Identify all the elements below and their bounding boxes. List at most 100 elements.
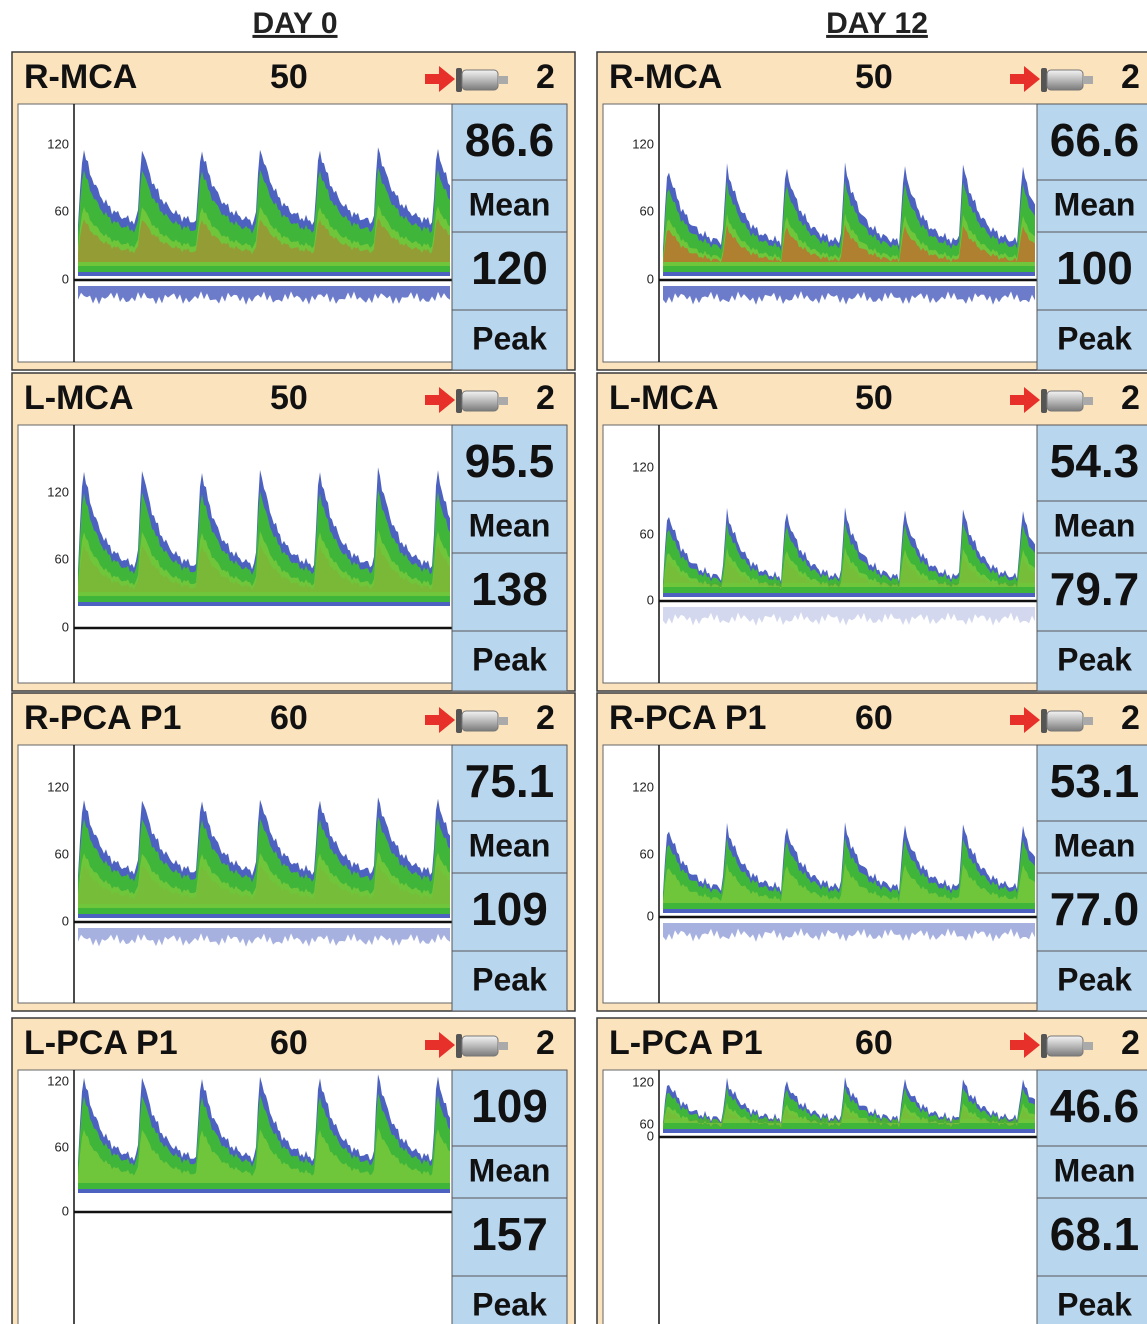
vessel-name: L-PCA P1 bbox=[24, 1024, 178, 1062]
vessel-name: L-MCA bbox=[609, 379, 719, 417]
page: TCD panels {"columns": [ {"title": "DAY … bbox=[0, 0, 1147, 1324]
y-tick-label: 120 bbox=[47, 136, 69, 151]
syringe-ring bbox=[1041, 1034, 1047, 1058]
mean-label: Mean bbox=[1054, 186, 1136, 222]
depth: 50 bbox=[855, 379, 893, 417]
depth: 50 bbox=[855, 58, 893, 96]
mean-label: Mean bbox=[469, 1152, 551, 1188]
y-tick-label: 0 bbox=[62, 271, 69, 286]
screen: DAY 0R-MCA50212060086.6Mean120PeakL-MCA5… bbox=[0, 0, 1147, 1324]
syringe-body bbox=[462, 1036, 498, 1056]
content: DAY 0R-MCA50212060086.6Mean120PeakL-MCA5… bbox=[12, 7, 1147, 1324]
mean-value: 66.6 bbox=[1050, 114, 1140, 166]
vessel-name: L-MCA bbox=[24, 379, 134, 417]
vessel-name: R-PCA P1 bbox=[609, 699, 766, 737]
y-tick-label: 60 bbox=[55, 203, 69, 218]
syringe-tip bbox=[498, 76, 508, 84]
mean-value: 46.6 bbox=[1050, 1080, 1140, 1132]
peak-label: Peak bbox=[472, 1286, 547, 1322]
vessel-name: R-MCA bbox=[24, 58, 137, 96]
syringe-ring bbox=[456, 68, 462, 92]
peak-label: Peak bbox=[472, 320, 547, 356]
y-tick-label: 60 bbox=[55, 846, 69, 861]
syringe-body bbox=[462, 70, 498, 90]
mean-label: Mean bbox=[1054, 827, 1136, 863]
mean-value: 54.3 bbox=[1050, 435, 1140, 487]
syringe-tip bbox=[498, 397, 508, 405]
gate: 2 bbox=[536, 1024, 555, 1062]
depth: 50 bbox=[270, 379, 308, 417]
y-tick-label: 120 bbox=[632, 459, 654, 474]
peak-label: Peak bbox=[1057, 1286, 1132, 1322]
mean-value: 95.5 bbox=[465, 435, 555, 487]
mean-value: 53.1 bbox=[1050, 755, 1140, 807]
depth: 60 bbox=[855, 699, 893, 737]
gate: 2 bbox=[536, 699, 555, 737]
depth: 60 bbox=[855, 1024, 893, 1062]
y-tick-label: 120 bbox=[47, 1073, 69, 1088]
mean-value: 75.1 bbox=[465, 755, 555, 807]
mean-label: Mean bbox=[469, 186, 551, 222]
peak-value: 68.1 bbox=[1050, 1208, 1140, 1260]
doppler-panel: R-PCA P1 60 2 120 60 0 53.1 Mean 77.0 Peak bbox=[597, 693, 1147, 1011]
gate: 2 bbox=[1121, 1024, 1140, 1062]
syringe-ring bbox=[1041, 389, 1047, 413]
y-tick-label: 0 bbox=[62, 1203, 69, 1218]
peak-label: Peak bbox=[1057, 641, 1132, 677]
syringe-ring bbox=[1041, 709, 1047, 733]
gate: 2 bbox=[536, 379, 555, 417]
peak-value: 79.7 bbox=[1050, 563, 1140, 615]
y-tick-label: 0 bbox=[62, 913, 69, 928]
page-body: DAY 0R-MCA50212060086.6Mean120PeakL-MCA5… bbox=[0, 0, 1147, 1324]
y-tick-label: 120 bbox=[47, 484, 69, 499]
day-title: DAY 12 bbox=[826, 7, 928, 40]
peak-value: 77.0 bbox=[1050, 883, 1140, 935]
syringe-tip bbox=[498, 717, 508, 725]
syringe-body bbox=[1047, 70, 1083, 90]
peak-label: Peak bbox=[472, 641, 547, 677]
mean-label: Mean bbox=[469, 507, 551, 543]
syringe-tip bbox=[1083, 76, 1093, 84]
y-tick-label: 0 bbox=[647, 1128, 654, 1143]
y-tick-label: 60 bbox=[640, 203, 654, 218]
depth: 50 bbox=[270, 58, 308, 96]
y-tick-label: 120 bbox=[47, 779, 69, 794]
mean-label: Mean bbox=[1054, 1152, 1136, 1188]
gate: 2 bbox=[1121, 699, 1140, 737]
y-tick-label: 60 bbox=[640, 526, 654, 541]
y-tick-label: 120 bbox=[632, 779, 654, 794]
peak-value: 138 bbox=[471, 563, 548, 615]
y-tick-label: 60 bbox=[55, 551, 69, 566]
y-tick-label: 0 bbox=[647, 592, 654, 607]
y-tick-label: 120 bbox=[632, 1074, 654, 1089]
day-title: DAY 0 bbox=[252, 7, 337, 40]
y-tick-label: 120 bbox=[632, 136, 654, 151]
peak-value: 100 bbox=[1056, 242, 1133, 294]
syringe-body bbox=[1047, 1036, 1083, 1056]
peak-value: 120 bbox=[471, 242, 548, 294]
y-tick-label: 0 bbox=[647, 908, 654, 923]
syringe-ring bbox=[456, 709, 462, 733]
vessel-name: R-PCA P1 bbox=[24, 699, 181, 737]
syringe-tip bbox=[1083, 1042, 1093, 1050]
mean-value: 109 bbox=[471, 1080, 548, 1132]
y-tick-label: 60 bbox=[55, 1139, 69, 1154]
syringe-body bbox=[1047, 391, 1083, 411]
syringe-body bbox=[462, 391, 498, 411]
peak-value: 109 bbox=[471, 883, 548, 935]
gate: 2 bbox=[536, 58, 555, 96]
syringe-ring bbox=[456, 1034, 462, 1058]
mean-label: Mean bbox=[469, 827, 551, 863]
syringe-body bbox=[1047, 711, 1083, 731]
y-tick-label: 60 bbox=[640, 846, 654, 861]
syringe-ring bbox=[456, 389, 462, 413]
syringe-ring bbox=[1041, 68, 1047, 92]
mean-label: Mean bbox=[1054, 507, 1136, 543]
peak-label: Peak bbox=[1057, 961, 1132, 997]
syringe-tip bbox=[498, 1042, 508, 1050]
